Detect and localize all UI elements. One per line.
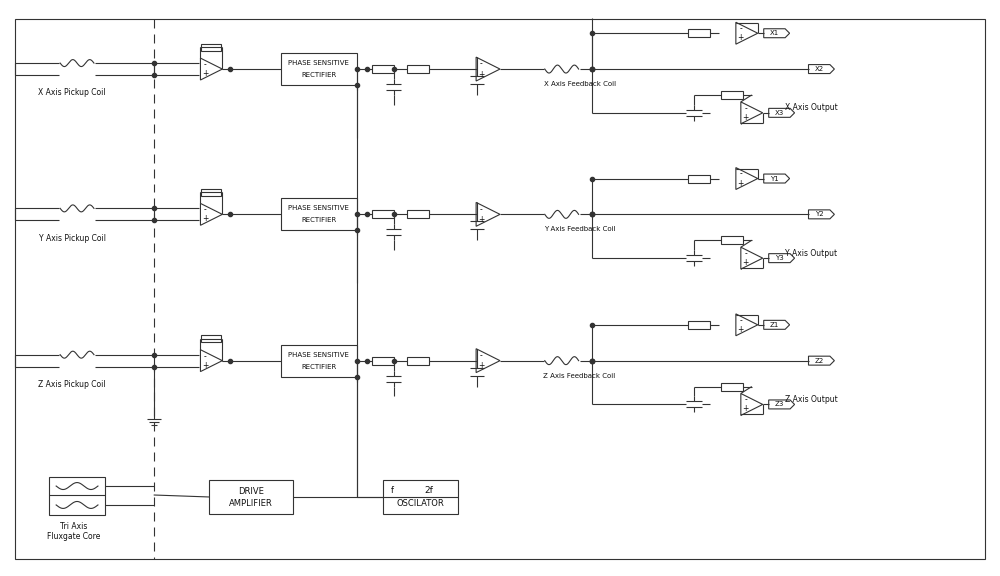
Text: Z1: Z1 xyxy=(770,322,779,328)
Polygon shape xyxy=(769,108,795,118)
Text: Y Axis Feedback Coil: Y Axis Feedback Coil xyxy=(544,226,615,232)
Bar xyxy=(201,189,221,196)
Text: +: + xyxy=(478,361,484,370)
Polygon shape xyxy=(764,320,790,329)
Polygon shape xyxy=(764,29,790,37)
Text: f: f xyxy=(391,486,394,495)
Bar xyxy=(201,335,221,342)
Text: RECTIFIER: RECTIFIER xyxy=(301,363,337,370)
Text: Fluxgate Core: Fluxgate Core xyxy=(47,532,101,541)
Polygon shape xyxy=(200,203,222,225)
Text: X Axis Feedback Coil: X Axis Feedback Coil xyxy=(544,81,616,87)
Text: +: + xyxy=(478,70,484,78)
Text: PHASE SENSITIVE: PHASE SENSITIVE xyxy=(288,206,349,211)
Text: -: - xyxy=(204,206,207,214)
Polygon shape xyxy=(809,356,834,365)
Text: -: - xyxy=(204,60,207,69)
Polygon shape xyxy=(809,210,834,219)
Text: +: + xyxy=(202,214,209,223)
Text: X Axis Pickup Coil: X Axis Pickup Coil xyxy=(38,89,106,97)
Text: +: + xyxy=(738,179,744,188)
Text: X1: X1 xyxy=(770,30,779,36)
Text: AMPLIFIER: AMPLIFIER xyxy=(229,499,273,509)
Polygon shape xyxy=(476,348,500,373)
Bar xyxy=(281,344,357,377)
Bar xyxy=(383,480,458,514)
Bar xyxy=(407,65,429,73)
Polygon shape xyxy=(809,65,834,74)
Text: X Axis Output: X Axis Output xyxy=(785,103,838,112)
Bar xyxy=(721,382,743,391)
Text: RECTIFIER: RECTIFIER xyxy=(301,217,337,223)
Bar xyxy=(372,210,394,218)
Text: -: - xyxy=(480,205,482,214)
Text: Z Axis Feedback Coil: Z Axis Feedback Coil xyxy=(543,373,616,378)
Polygon shape xyxy=(741,393,763,415)
Text: +: + xyxy=(743,404,749,414)
Text: OSCILATOR: OSCILATOR xyxy=(397,499,444,509)
Bar xyxy=(209,480,293,514)
Text: -: - xyxy=(744,396,747,404)
Text: RECTIFIER: RECTIFIER xyxy=(301,72,337,78)
Text: Z2: Z2 xyxy=(815,358,824,363)
Bar xyxy=(407,357,429,365)
Text: Z Axis Pickup Coil: Z Axis Pickup Coil xyxy=(38,380,106,389)
Text: -: - xyxy=(744,104,747,113)
Polygon shape xyxy=(736,22,758,44)
Polygon shape xyxy=(200,350,222,372)
Text: PHASE SENSITIVE: PHASE SENSITIVE xyxy=(288,60,349,66)
Text: -: - xyxy=(480,351,482,360)
Bar xyxy=(281,53,357,85)
Text: +: + xyxy=(478,215,484,224)
Text: +: + xyxy=(738,33,744,42)
Text: Z Axis Output: Z Axis Output xyxy=(785,395,838,404)
Bar xyxy=(281,199,357,230)
Bar xyxy=(721,91,743,99)
Polygon shape xyxy=(476,57,500,81)
Text: +: + xyxy=(738,325,744,334)
Bar xyxy=(688,175,710,183)
Text: -: - xyxy=(739,316,742,325)
Text: X2: X2 xyxy=(815,66,824,72)
Text: +: + xyxy=(202,69,209,78)
Text: Y Axis Pickup Coil: Y Axis Pickup Coil xyxy=(39,234,106,242)
Text: +: + xyxy=(743,113,749,122)
Bar xyxy=(372,65,394,73)
Text: -: - xyxy=(204,352,207,361)
Polygon shape xyxy=(741,247,763,269)
Text: Y Axis Output: Y Axis Output xyxy=(785,249,838,257)
Text: Y1: Y1 xyxy=(770,176,779,181)
Text: +: + xyxy=(743,258,749,267)
Text: +: + xyxy=(202,361,209,370)
Text: Y2: Y2 xyxy=(815,211,824,217)
Polygon shape xyxy=(736,168,758,190)
Polygon shape xyxy=(741,102,763,124)
Text: Z3: Z3 xyxy=(775,401,784,407)
Text: -: - xyxy=(739,24,742,33)
Bar xyxy=(688,321,710,329)
Bar xyxy=(201,44,221,51)
Polygon shape xyxy=(476,202,500,226)
Text: PHASE SENSITIVE: PHASE SENSITIVE xyxy=(288,352,349,358)
Polygon shape xyxy=(769,400,795,409)
Bar xyxy=(688,29,710,37)
Text: Y3: Y3 xyxy=(775,255,784,261)
Polygon shape xyxy=(200,58,222,80)
Text: -: - xyxy=(739,169,742,179)
Polygon shape xyxy=(769,253,795,263)
Text: 2f: 2f xyxy=(424,486,433,495)
Text: -: - xyxy=(480,59,482,69)
Polygon shape xyxy=(764,174,790,183)
Text: DRIVE: DRIVE xyxy=(238,487,264,495)
Polygon shape xyxy=(736,314,758,336)
Text: -: - xyxy=(744,249,747,258)
Text: X3: X3 xyxy=(775,110,784,116)
Bar xyxy=(372,357,394,365)
Bar xyxy=(721,236,743,244)
Bar xyxy=(407,210,429,218)
Text: Tri Axis: Tri Axis xyxy=(60,522,88,531)
Bar xyxy=(49,477,105,515)
